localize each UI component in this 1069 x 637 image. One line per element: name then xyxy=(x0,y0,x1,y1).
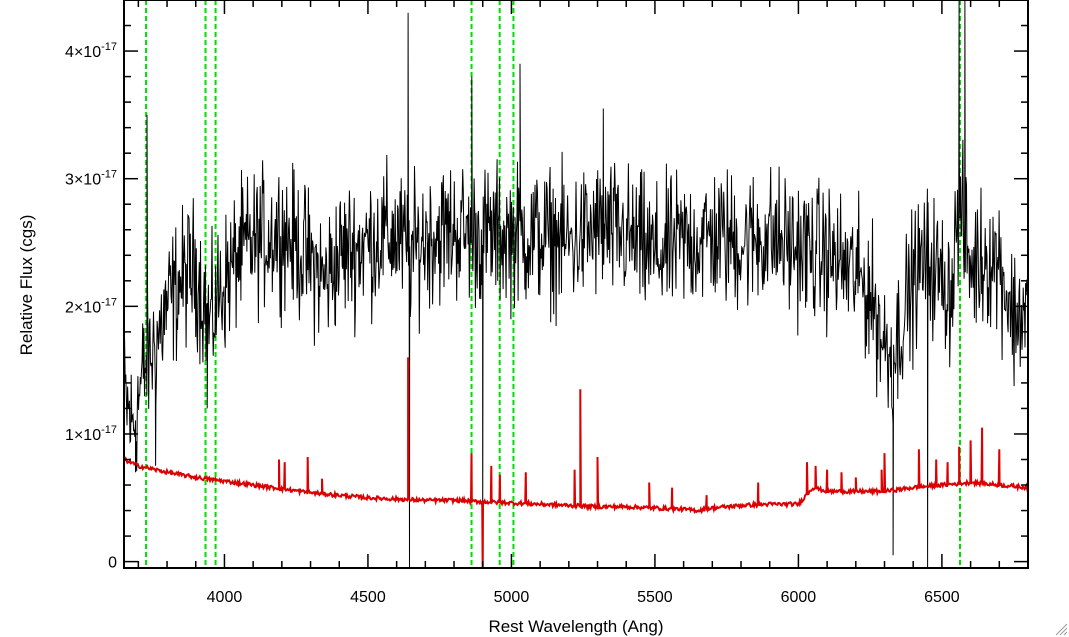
y-tick-label: 1×10-17 xyxy=(65,424,117,444)
x-tick-label: 4000 xyxy=(207,589,243,606)
y-tick-label: 0 xyxy=(108,555,117,572)
plot-area xyxy=(124,0,1028,568)
y-tick-label: 3×10-17 xyxy=(65,169,117,189)
resize-grip-icon xyxy=(1055,623,1068,636)
plot-frame xyxy=(123,0,1029,569)
y-tick-labels: 0 1×10-17 2×10-17 3×10-17 4×10-17 xyxy=(65,41,117,572)
x-tick-label: 4500 xyxy=(350,589,386,606)
x-tick-label: 6000 xyxy=(781,589,817,606)
observed-spectrum-line xyxy=(124,0,1028,568)
series-layer xyxy=(124,0,1028,568)
x-tick-label: 5000 xyxy=(494,589,530,606)
y-axis-title: Relative Flux (cgs) xyxy=(17,215,36,356)
x-tick-label: 5500 xyxy=(637,589,673,606)
x-tick-labels: 4000 4500 5000 5500 6000 6500 xyxy=(207,589,960,606)
x-tick-label: 6500 xyxy=(924,589,960,606)
y-tick-label: 2×10-17 xyxy=(65,296,117,316)
axes xyxy=(123,0,1029,569)
y-tick-label: 4×10-17 xyxy=(65,41,117,61)
model-spectrum-line xyxy=(124,357,1028,568)
x-axis-title: Rest Wavelength (Ang) xyxy=(488,617,663,636)
